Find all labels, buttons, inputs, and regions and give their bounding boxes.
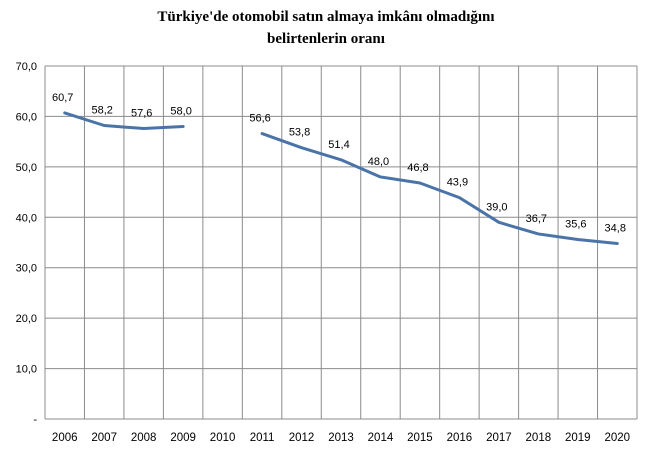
y-tick-label: 50,0 (16, 162, 37, 174)
y-tick-label: 30,0 (16, 263, 37, 275)
x-tick-label: 2019 (565, 432, 591, 444)
data-label: 39,0 (486, 201, 507, 213)
data-label: 43,9 (447, 177, 468, 189)
x-tick-label: 2008 (131, 432, 157, 444)
data-label: 51,4 (328, 139, 349, 151)
y-tick-label: 20,0 (16, 313, 37, 325)
x-tick-label: 2014 (368, 432, 394, 444)
x-tick-label: 2009 (170, 432, 196, 444)
x-tick-label: 2017 (486, 432, 512, 444)
data-label: 58,2 (91, 105, 112, 117)
y-tick-label: - (33, 414, 37, 426)
x-tick-label: 2013 (328, 432, 354, 444)
y-tick-label: 60,0 (16, 111, 37, 123)
data-label: 35,6 (565, 218, 586, 230)
series-line (260, 132, 619, 246)
x-tick-label: 2010 (210, 432, 236, 444)
x-tick-label: 2015 (407, 432, 433, 444)
x-tick-label: 2011 (250, 432, 275, 444)
data-label: 53,8 (289, 127, 310, 139)
chart-title-line-2: belirtenlerin oranı (267, 31, 385, 47)
chart-title: Türkiye'de otomobil satın almaya imkânı … (0, 6, 652, 50)
data-label: 48,0 (368, 156, 389, 168)
data-label: 58,0 (170, 106, 191, 118)
y-tick-label: 70,0 (16, 61, 37, 73)
data-label: 36,7 (526, 213, 547, 225)
x-tick-label: 2018 (526, 432, 552, 444)
chart-title-line-1: Türkiye'de otomobil satın almaya imkânı … (157, 9, 495, 25)
data-label: 34,8 (605, 223, 626, 235)
data-label: 56,6 (249, 113, 270, 125)
series-line (63, 111, 185, 131)
x-tick-label: 2016 (447, 432, 473, 444)
data-label: 57,6 (131, 108, 152, 120)
data-label: 60,7 (52, 92, 73, 104)
x-tick-label: 2012 (289, 432, 315, 444)
y-tick-label: 10,0 (16, 364, 37, 376)
data-label: 46,8 (407, 162, 428, 174)
y-tick-label: 40,0 (16, 212, 37, 224)
x-tick-label: 2007 (91, 432, 117, 444)
x-tick-label: 2020 (604, 432, 630, 444)
x-tick-label: 2006 (52, 432, 78, 444)
